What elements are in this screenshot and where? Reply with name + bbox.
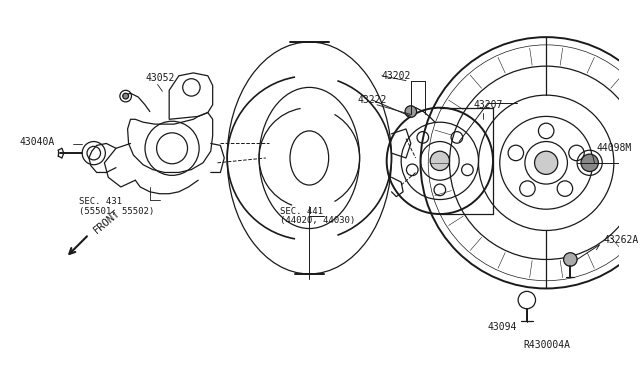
Text: R430004A: R430004A <box>524 340 570 350</box>
Circle shape <box>430 151 449 170</box>
Text: 43207: 43207 <box>474 100 503 110</box>
Text: (44020, 44030): (44020, 44030) <box>280 216 356 225</box>
Circle shape <box>405 106 417 118</box>
Circle shape <box>581 154 598 171</box>
Circle shape <box>534 151 558 174</box>
Text: 43040A: 43040A <box>19 137 54 147</box>
Text: FRONT: FRONT <box>92 208 122 235</box>
Circle shape <box>564 253 577 266</box>
Text: 44098M: 44098M <box>596 143 632 153</box>
Circle shape <box>123 93 129 99</box>
Text: (55501, 55502): (55501, 55502) <box>79 206 154 216</box>
Text: 43202: 43202 <box>382 71 412 81</box>
Text: 43222: 43222 <box>358 95 387 105</box>
Text: 43052: 43052 <box>145 73 174 83</box>
Text: 43262A: 43262A <box>604 235 639 245</box>
Text: SEC. 441: SEC. 441 <box>280 206 323 216</box>
Text: SEC. 431: SEC. 431 <box>79 197 122 206</box>
Text: 43094: 43094 <box>488 322 517 332</box>
